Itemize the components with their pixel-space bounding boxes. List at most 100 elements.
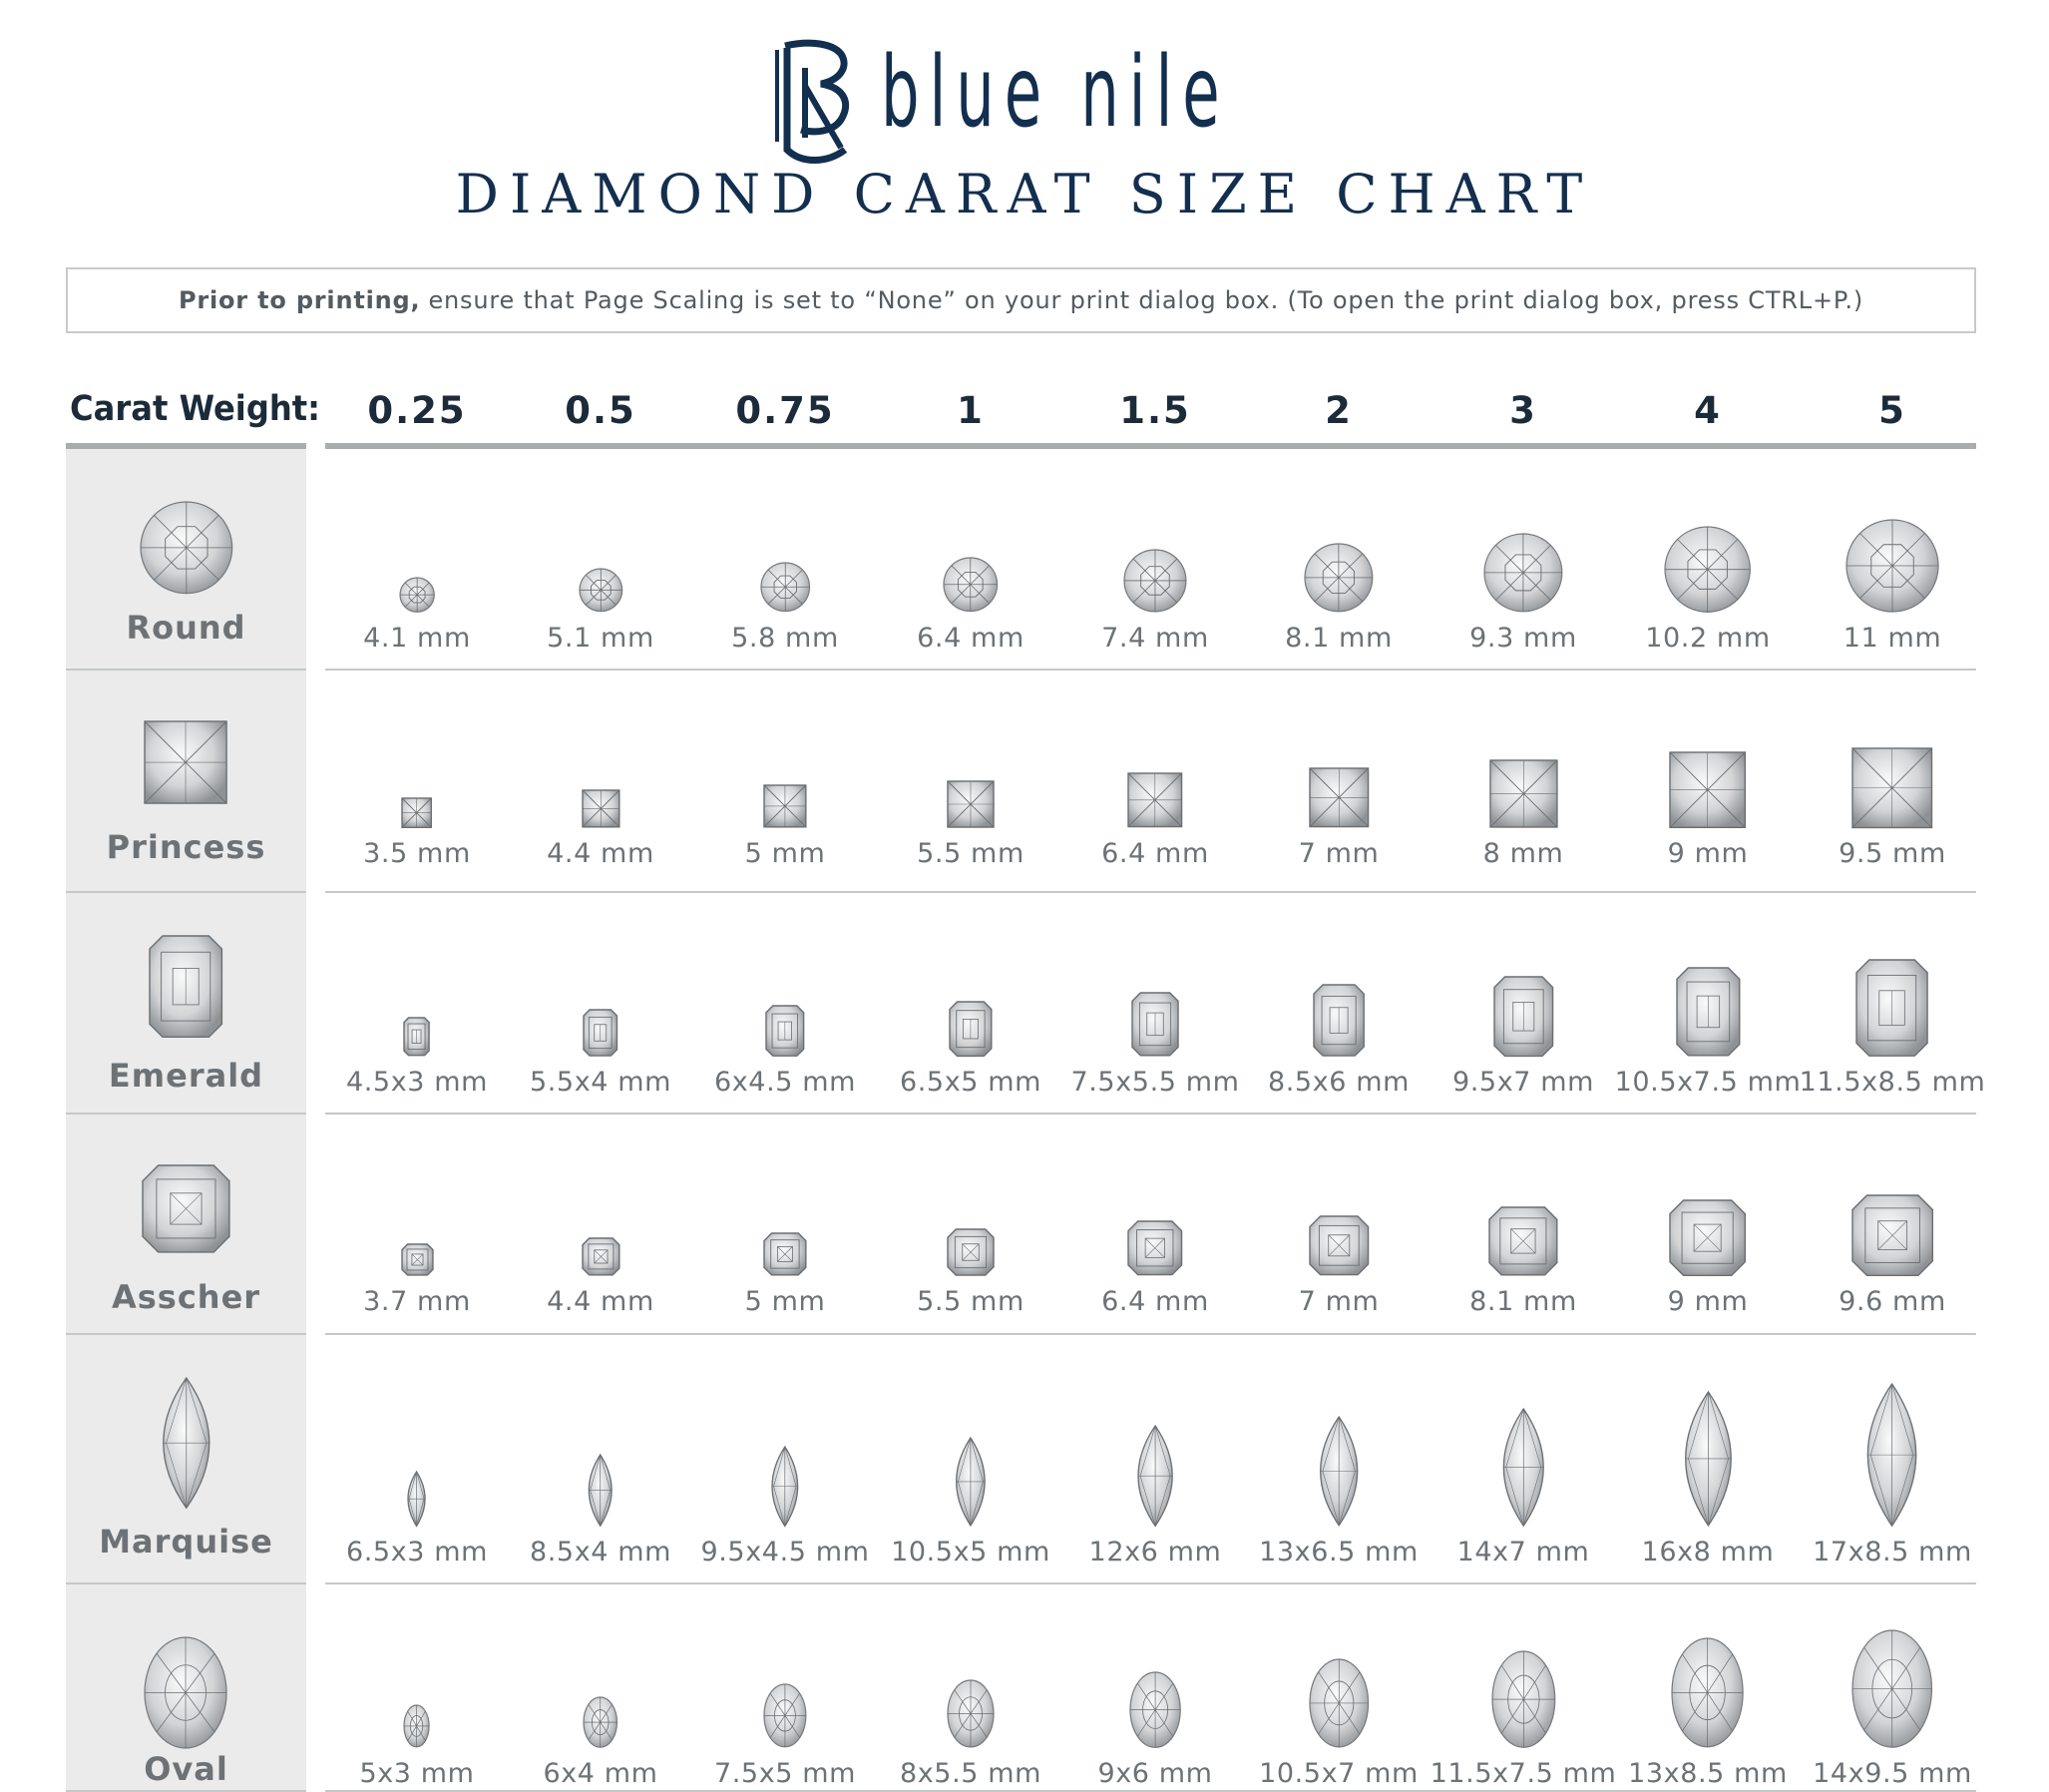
size-cell: 5 mm xyxy=(693,1115,877,1335)
size-cell: 5.5 mm xyxy=(879,1115,1062,1335)
princess-gem-icon xyxy=(401,797,433,828)
shape-sidebar xyxy=(66,449,306,1792)
size-label: 16x8 mm xyxy=(1641,1537,1775,1568)
size-label: 7 mm xyxy=(1298,1286,1380,1317)
size-label: 7.5x5.5 mm xyxy=(1070,1067,1240,1098)
marquise-gem-icon xyxy=(1502,1407,1544,1528)
princess-gem-icon xyxy=(763,784,807,828)
carat-column-header: 1.5 xyxy=(1119,389,1191,432)
size-cell: 4.4 mm xyxy=(509,671,692,893)
page-title: DIAMOND CARAT SIZE CHART xyxy=(455,163,1594,225)
size-label: 4.4 mm xyxy=(547,838,654,869)
size-cell: 6.4 mm xyxy=(879,451,1062,671)
oval-gem-icon xyxy=(1491,1650,1555,1748)
size-label: 9.6 mm xyxy=(1839,1286,1946,1317)
print-instructions: Prior to printing, ensure that Page Scal… xyxy=(66,267,1976,333)
size-label: 6.5x3 mm xyxy=(345,1537,489,1568)
size-cell: 9.5x7 mm xyxy=(1432,893,1615,1115)
header-divider-left xyxy=(66,443,306,449)
oval-diamond-icon xyxy=(144,1636,228,1749)
emerald-gem-icon xyxy=(403,1017,431,1057)
size-label: 8.5x4 mm xyxy=(529,1537,672,1568)
size-label: 6x4.5 mm xyxy=(713,1067,857,1098)
emerald-gem-icon xyxy=(1855,959,1929,1057)
emerald-gem-icon xyxy=(1313,984,1365,1057)
size-cell: 17x8.5 mm xyxy=(1801,1335,1984,1584)
print-instructions-text: ensure that Page Scaling is set to “None… xyxy=(428,286,1864,314)
emerald-gem-icon xyxy=(1131,992,1179,1057)
size-cell: 10.2 mm xyxy=(1616,451,1800,671)
size-cell: 7 mm xyxy=(1247,671,1431,893)
marquise-gem-icon xyxy=(407,1470,427,1528)
round-gem-icon xyxy=(399,577,435,613)
table-row-round: Round 4.1 mm 5.1 mm 5.8 mm 6.4 mm 7.4 mm 8.1 m… xyxy=(0,451,1976,671)
round-diamond-icon xyxy=(140,501,232,595)
size-cell: 6.4 mm xyxy=(1063,671,1247,893)
size-cell: 10.5x7.5 mm xyxy=(1615,893,1801,1115)
size-label: 5.1 mm xyxy=(547,623,654,654)
row-divider xyxy=(66,891,1976,893)
size-label: 5.5x4 mm xyxy=(529,1067,672,1098)
size-cell: 3.5 mm xyxy=(325,671,509,893)
size-cell: 11.5x7.5 mm xyxy=(1431,1584,1616,1792)
size-cell: 5.1 mm xyxy=(509,451,692,671)
size-cell: 8.5x4 mm xyxy=(509,1335,692,1584)
size-cell: 8.1 mm xyxy=(1247,451,1431,671)
size-label: 10.5x5 mm xyxy=(891,1537,1050,1568)
shape-name: Marquise xyxy=(99,1523,273,1561)
print-instructions-bold: Prior to printing, xyxy=(178,286,421,314)
row-divider xyxy=(66,669,1976,671)
asscher-gem-icon xyxy=(581,1237,620,1276)
size-label: 5 mm xyxy=(744,1286,826,1317)
asscher-gem-icon xyxy=(947,1228,995,1276)
size-label: 7 mm xyxy=(1298,838,1380,869)
marquise-gem-icon xyxy=(1319,1416,1359,1528)
round-gem-icon xyxy=(1123,549,1187,613)
emerald-gem-icon xyxy=(949,1000,993,1057)
size-label: 5.5 mm xyxy=(917,838,1024,869)
size-label: 5.5 mm xyxy=(917,1286,1024,1317)
brand-name: blue nile xyxy=(881,36,1230,150)
princess-gem-icon xyxy=(947,780,995,828)
shape-name: Round xyxy=(126,609,246,647)
size-cell: 9.5 mm xyxy=(1801,671,1984,893)
size-cell: 4.5x3 mm xyxy=(325,893,509,1115)
table-row-marquise: Marquise 6.5x3 mm 8.5x4 mm 9.5x4.5 mm 10.5x5… xyxy=(0,1335,1976,1584)
round-gem-icon xyxy=(1664,526,1752,613)
row-divider xyxy=(66,1582,1976,1584)
round-gem-icon xyxy=(579,568,622,613)
asscher-gem-icon xyxy=(763,1232,807,1276)
size-label: 6.4 mm xyxy=(1101,838,1209,869)
princess-gem-icon xyxy=(1488,759,1558,828)
size-cell: 6x4 mm xyxy=(509,1584,692,1792)
asscher-gem-icon xyxy=(1309,1215,1369,1276)
shape-name: Oval xyxy=(144,1750,228,1788)
size-cell: 5x3 mm xyxy=(325,1584,509,1792)
oval-gem-icon xyxy=(1851,1629,1933,1748)
asscher-gem-icon xyxy=(400,1243,434,1276)
size-label: 9 mm xyxy=(1667,838,1749,869)
marquise-gem-icon xyxy=(771,1445,799,1528)
size-cell: 13x6.5 mm xyxy=(1247,1335,1431,1584)
table-row-oval: Oval 5x3 mm 6x4 mm 7.5x5 mm 8x5.5 mm 9x6 mm 10… xyxy=(0,1584,1976,1792)
size-label: 7.5x5 mm xyxy=(713,1758,857,1789)
size-label: 13x6.5 mm xyxy=(1259,1537,1419,1568)
shape-name: Emerald xyxy=(108,1057,264,1095)
marquise-gem-icon xyxy=(589,1453,613,1528)
emerald-diamond-icon xyxy=(149,935,223,1039)
emerald-gem-icon xyxy=(583,1009,618,1057)
size-cell: 9 mm xyxy=(1616,1115,1800,1335)
marquise-gem-icon xyxy=(956,1436,986,1528)
size-cell: 9.5x4.5 mm xyxy=(693,1335,877,1584)
size-label: 11.5x8.5 mm xyxy=(1799,1067,1986,1098)
carat-column-header: 3 xyxy=(1509,389,1537,432)
carat-weight-label: Carat Weight: xyxy=(70,389,321,429)
size-label: 6.4 mm xyxy=(917,623,1024,654)
oval-gem-icon xyxy=(583,1696,618,1748)
header: blue nile DIAMOND CARAT SIZE CHART xyxy=(0,0,2049,249)
round-gem-icon xyxy=(1845,519,1939,613)
size-label: 9.3 mm xyxy=(1469,623,1577,654)
shape-name: Princess xyxy=(106,828,266,866)
size-cell: 9x6 mm xyxy=(1063,1584,1247,1792)
size-label: 9.5x4.5 mm xyxy=(700,1537,870,1568)
